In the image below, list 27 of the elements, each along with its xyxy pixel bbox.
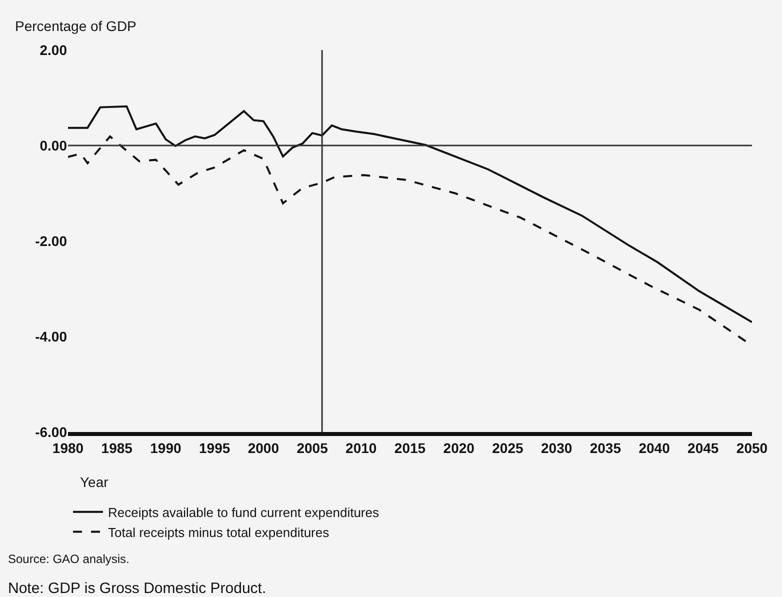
x-tick-label: 2025 [492, 440, 524, 456]
y-tick-label: -4.00 [35, 328, 68, 344]
x-axis-title: Year [80, 474, 109, 490]
x-tick-label: 1995 [198, 440, 230, 456]
y-tick-label: 0.00 [40, 137, 68, 154]
x-tick-label: 2000 [248, 440, 280, 456]
x-tick-label: 2005 [296, 440, 328, 456]
x-tick-label: 1990 [150, 440, 182, 456]
x-tick-label: 1980 [52, 440, 84, 456]
y-axis-title: Percentage of GDP [15, 18, 136, 34]
text: Note: GDP is Gross Domestic Product. [8, 580, 266, 597]
line-series [68, 105, 752, 324]
legend-label: Receipts available to fund current expenditures [108, 504, 380, 520]
x-tick-label: 2035 [590, 440, 622, 456]
x-tick-label: 2020 [443, 440, 475, 456]
y-tick-label: -6.00 [35, 424, 68, 440]
x-tick-label: 2030 [540, 440, 572, 456]
source-note: Source: GAO analysis. [8, 552, 130, 566]
x-tick-label: 2015 [394, 440, 426, 456]
legend-label: Total receipts minus total expenditures [108, 524, 330, 540]
x-tick-label: 2010 [346, 440, 377, 456]
x-tick-label: 1985 [101, 440, 133, 456]
x-tick-label: 2040 [638, 440, 670, 456]
x-tick-label: 2045 [688, 440, 719, 456]
y-tick-label: 2.00 [40, 42, 68, 58]
y-tick-label: -2.00 [35, 232, 68, 249]
x-tick-label: 2050 [736, 440, 768, 456]
